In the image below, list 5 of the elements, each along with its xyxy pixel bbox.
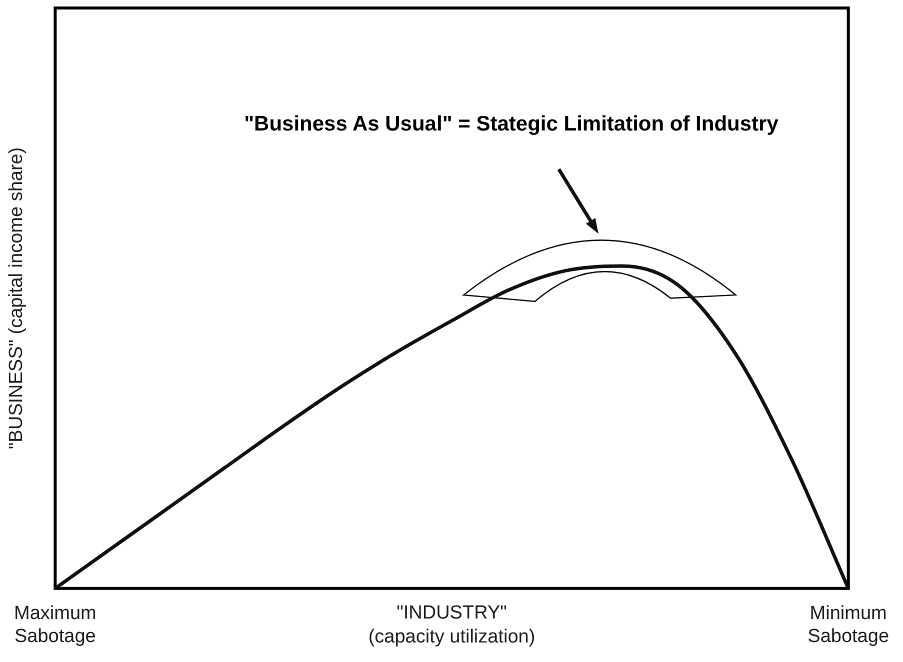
text: "Business As Usual" = Stategic Limitation of Industry xyxy=(244,112,779,136)
x-tick-label: Maximum Sabotage xyxy=(14,603,96,647)
x-tick-label: Minimum Sabotage xyxy=(808,603,890,647)
y-axis-title: "BUSINESS" (capital income share) xyxy=(6,147,27,450)
x-axis-title: "INDUSTRY" (capacity utilization) xyxy=(368,602,536,648)
